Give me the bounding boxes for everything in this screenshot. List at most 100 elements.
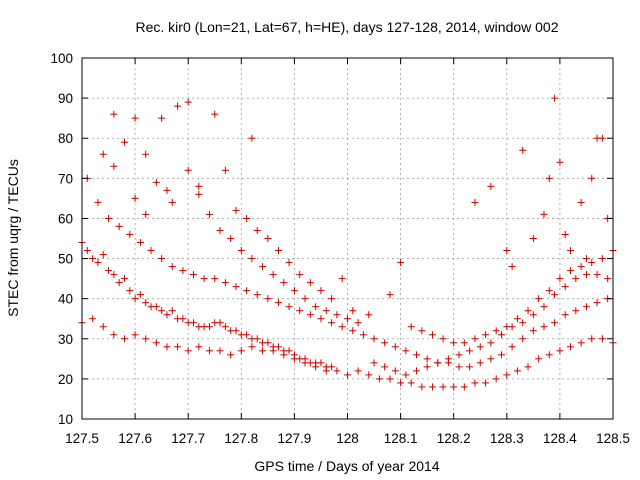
data-point (604, 275, 612, 283)
data-point (513, 367, 521, 375)
data-point (105, 214, 113, 222)
data-point (232, 206, 240, 214)
data-point (567, 247, 575, 255)
data-point (508, 263, 516, 271)
data-point (471, 335, 479, 343)
data-point (365, 371, 373, 379)
data-point (168, 263, 176, 271)
x-tick-label: 127.8 (224, 431, 258, 446)
data-point (402, 371, 410, 379)
data-point (264, 235, 272, 242)
data-point (328, 295, 336, 303)
y-tick-label: 90 (58, 91, 73, 106)
y-tick-label: 60 (58, 211, 73, 226)
data-point (535, 355, 543, 363)
data-point (439, 335, 447, 343)
data-point (99, 150, 107, 158)
data-point (551, 319, 559, 327)
data-point (110, 162, 118, 170)
data-point (450, 383, 458, 391)
data-point (476, 359, 484, 367)
y-axis-label: STEC from uqrg / TECUs (5, 159, 21, 317)
data-point (306, 279, 314, 287)
data-point (200, 275, 208, 283)
data-point (243, 331, 251, 339)
data-point (338, 323, 346, 331)
data-point (205, 323, 213, 331)
data-point (216, 226, 224, 234)
data-point (328, 319, 336, 327)
data-point (513, 315, 521, 323)
data-point (370, 359, 378, 367)
data-point (460, 383, 468, 391)
data-point (402, 347, 410, 355)
data-point (508, 343, 516, 351)
data-point (237, 347, 245, 355)
data-point (94, 198, 102, 206)
data-point (407, 379, 415, 387)
data-point (598, 335, 606, 343)
data-point (354, 367, 362, 375)
data-point (391, 343, 399, 351)
y-tick-label: 100 (50, 51, 73, 66)
data-point (598, 255, 606, 263)
data-point (190, 271, 198, 279)
data-point (397, 379, 405, 387)
data-point (375, 375, 383, 383)
data-point (105, 267, 113, 275)
data-point (274, 247, 282, 255)
data-point (365, 311, 373, 319)
data-point (423, 355, 431, 363)
data-point (211, 110, 219, 118)
data-point (280, 351, 288, 359)
data-point (540, 303, 548, 311)
data-point (551, 291, 559, 299)
data-point (540, 210, 548, 218)
data-point (115, 222, 123, 230)
data-point (519, 335, 527, 343)
data-point (497, 331, 505, 339)
data-point (269, 271, 277, 279)
data-point (418, 327, 426, 335)
data-point (455, 363, 463, 371)
data-point (434, 359, 442, 367)
data-point (428, 331, 436, 339)
data-point (519, 319, 527, 327)
data-point (588, 174, 596, 182)
data-point (152, 303, 160, 311)
data-point (354, 319, 362, 327)
data-point (428, 383, 436, 391)
data-point (487, 355, 495, 363)
x-tick-label: 128.1 (384, 431, 418, 446)
data-point (248, 134, 256, 142)
data-point (567, 343, 575, 351)
data-point (577, 339, 585, 347)
data-point (243, 287, 251, 295)
data-point (413, 351, 421, 359)
data-point (158, 255, 166, 263)
x-axis-label: GPS time / Days of year 2014 (254, 458, 439, 474)
data-point (561, 230, 569, 238)
data-point (413, 367, 421, 375)
data-point (593, 271, 601, 279)
data-point (142, 299, 150, 307)
data-point (152, 339, 160, 347)
data-point (418, 383, 426, 391)
data-point (285, 303, 293, 311)
data-point (131, 114, 139, 122)
chart-title: Rec. kir0 (Lon=21, Lat=67, h=HE), days 1… (136, 19, 559, 35)
data-point (290, 287, 298, 295)
data-point (349, 307, 357, 315)
data-point (142, 210, 150, 218)
data-point (216, 319, 224, 327)
x-tick-label: 127.7 (171, 431, 205, 446)
data-point (519, 146, 527, 154)
data-point (253, 226, 261, 234)
data-point (296, 307, 304, 315)
data-point (572, 275, 580, 283)
data-point (322, 367, 330, 375)
data-point (381, 363, 389, 371)
data-point (529, 311, 537, 319)
y-tick-labels: 10 20 30 40 50 60 70 80 90 100 (50, 51, 73, 427)
